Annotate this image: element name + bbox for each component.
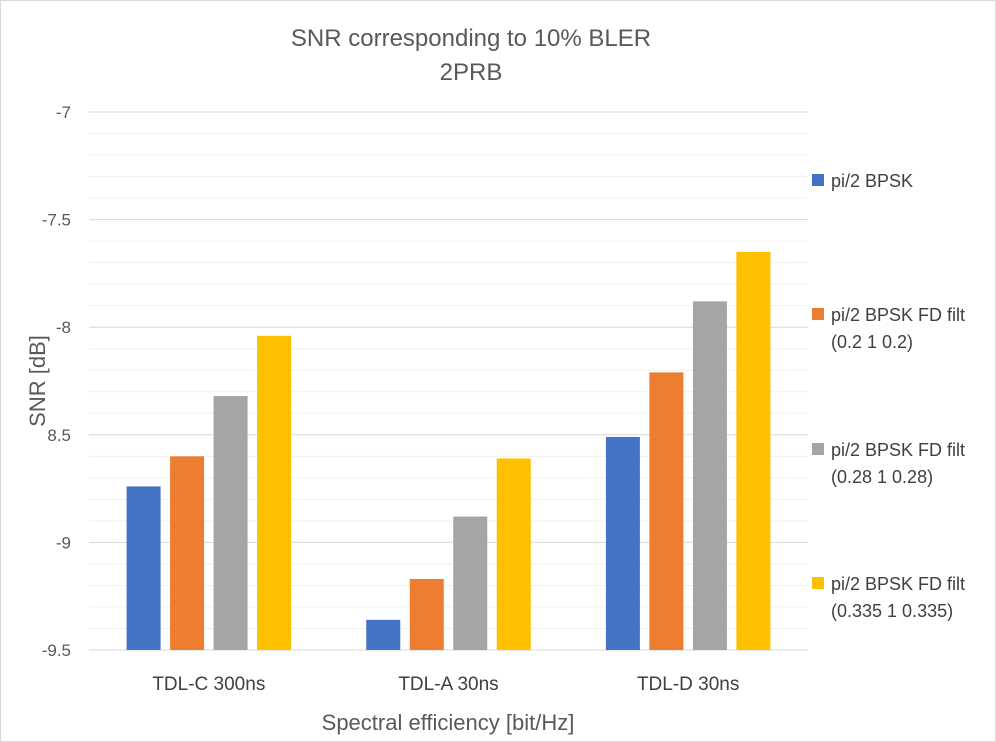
y-tick-label: -7.5 xyxy=(42,211,71,230)
bar xyxy=(366,619,401,650)
x-category-label: TDL-D 30ns xyxy=(637,674,739,695)
legend: pi/2 BPSK pi/2 BPSK FD filt (0.2 1 0.2) pi/… xyxy=(812,171,965,621)
x-axis-title: Spectral efficiency [bit/Hz] xyxy=(322,710,575,735)
legend-label: (0.335 1 0.335) xyxy=(831,601,953,621)
x-category-label: TDL-C 300ns xyxy=(152,674,265,695)
y-tick-label: 8.5 xyxy=(47,426,71,445)
y-tick-label: -7 xyxy=(56,103,71,122)
bar xyxy=(257,335,292,650)
bar xyxy=(453,516,488,650)
legend-label: pi/2 BPSK FD filt xyxy=(831,440,965,460)
bar xyxy=(736,251,771,650)
legend-swatch xyxy=(812,308,824,320)
bar xyxy=(170,456,205,650)
chart-title: SNR corresponding to 10% BLER xyxy=(291,25,651,52)
bar xyxy=(605,436,640,650)
bars xyxy=(126,251,771,650)
chart-subtitle: 2PRB xyxy=(440,59,503,86)
y-tick-label: -9.5 xyxy=(42,641,71,660)
bar xyxy=(496,458,531,650)
legend-label: pi/2 BPSK FD filt xyxy=(831,574,965,594)
legend-swatch xyxy=(812,174,824,186)
y-axis-title: SNR [dB] xyxy=(25,335,50,427)
y-tick-label: -9 xyxy=(56,533,71,552)
legend-label: (0.28 1 0.28) xyxy=(831,467,933,487)
y-tick-label: -8 xyxy=(56,318,71,337)
bar xyxy=(649,372,684,650)
y-axis-ticks: -7 -7.5 -8 8.5 -9 -9.5 xyxy=(42,103,71,660)
x-category-label: TDL-A 30ns xyxy=(398,674,498,695)
legend-swatch xyxy=(812,443,824,455)
legend-label: pi/2 BPSK xyxy=(831,171,913,191)
legend-swatch xyxy=(812,577,824,589)
bar xyxy=(409,578,444,650)
x-axis-categories: TDL-C 300ns TDL-A 30ns TDL-D 30ns xyxy=(152,674,739,695)
legend-label: pi/2 BPSK FD filt xyxy=(831,305,965,325)
bar xyxy=(692,301,727,650)
legend-label: (0.2 1 0.2) xyxy=(831,332,913,352)
gridlines xyxy=(89,111,808,651)
bar xyxy=(213,396,248,650)
bar xyxy=(126,486,161,650)
